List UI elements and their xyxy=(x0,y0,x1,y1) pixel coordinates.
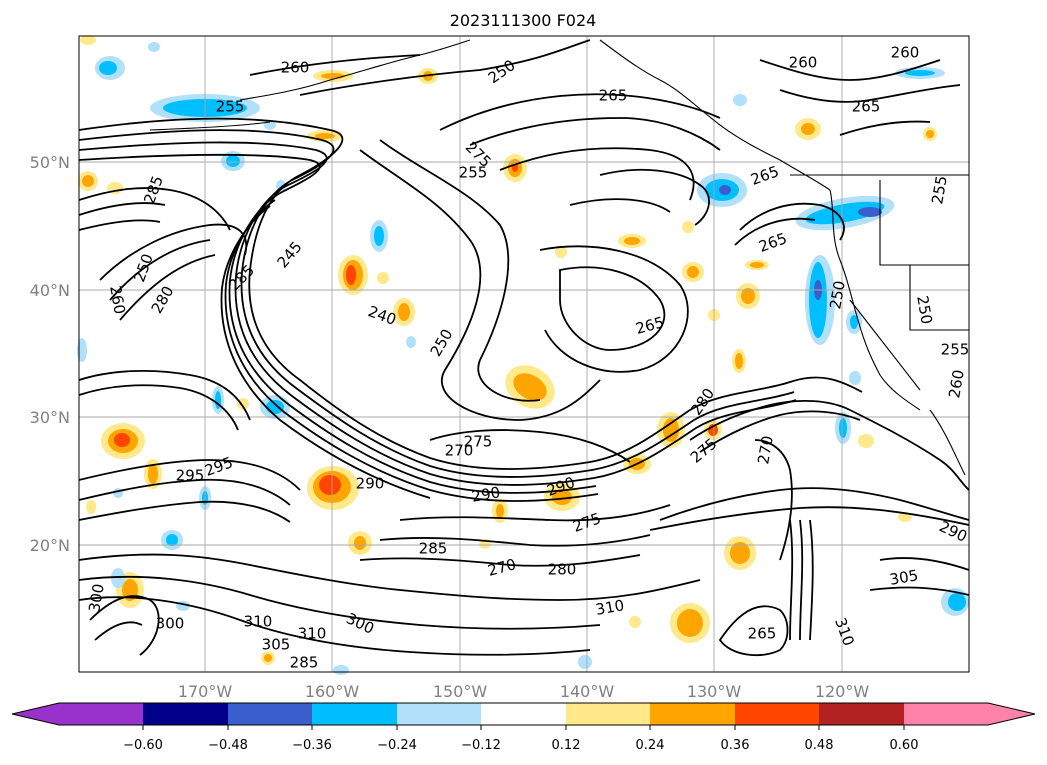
coastlines xyxy=(149,39,969,476)
contour-label: 310 xyxy=(244,613,273,631)
colorbar-bin xyxy=(566,703,651,725)
colorbar-outline xyxy=(11,702,1036,726)
colorbar-bin xyxy=(59,703,144,725)
colorbar-bin xyxy=(650,703,735,725)
colorbar-tick-label: −0.24 xyxy=(377,738,417,753)
latitude-labels: 50°N 40°N 30°N 20°N xyxy=(30,153,70,555)
height-contours xyxy=(78,39,970,657)
colorbar-bin xyxy=(228,703,313,725)
colorbar-bin xyxy=(397,703,482,725)
contour-label: 285 xyxy=(419,540,448,558)
colorbar-bin xyxy=(143,703,228,725)
colorbar-tick-label: 0.60 xyxy=(890,738,919,753)
colorbar: −0.60 −0.48 −0.36 −0.24 −0.12 0.12 0.24 … xyxy=(11,702,1036,753)
contour-label: 270 xyxy=(754,434,777,465)
contour-label: 285 xyxy=(290,654,319,672)
colorbar-tick-label: 0.24 xyxy=(636,738,665,753)
contour-label: 255 xyxy=(216,98,245,116)
contour-label: 265 xyxy=(599,87,628,105)
contour-label: 270 xyxy=(445,442,474,460)
contour-label: 300 xyxy=(85,582,108,613)
contour-label: 310 xyxy=(298,625,327,643)
colorbar-bin xyxy=(819,703,904,725)
colorbar-tick-label: 0.48 xyxy=(805,738,834,753)
contour-label: 255 xyxy=(941,341,970,359)
lon-label: 160°W xyxy=(305,682,360,701)
lat-label: 40°N xyxy=(30,281,70,300)
lon-label: 130°W xyxy=(687,682,742,701)
contour-label: 305 xyxy=(262,636,291,654)
contour-label: 275 xyxy=(464,433,493,451)
contour-label: 295 xyxy=(176,467,205,485)
colorbar-lower-extension xyxy=(12,703,59,725)
colorbar-bin xyxy=(735,703,820,725)
contour-label: 310 xyxy=(594,596,625,619)
longitude-labels: 170°W 160°W 150°W 140°W 130°W 120°W xyxy=(178,682,870,701)
lat-label: 30°N xyxy=(30,408,70,427)
colorbar-tick-label: 0.12 xyxy=(552,738,581,753)
contour-label: 250 xyxy=(913,294,936,325)
lon-label: 120°W xyxy=(815,682,870,701)
contour-label: 290 xyxy=(470,483,501,506)
colorbar-tick-label: 0.36 xyxy=(721,738,750,753)
lon-label: 140°W xyxy=(560,682,615,701)
shaded-fields xyxy=(77,35,969,675)
contour-label: 260 xyxy=(789,54,818,72)
colorbar-tick-label: −0.36 xyxy=(292,738,332,753)
colorbar-bin xyxy=(481,703,566,725)
contour-label: 255 xyxy=(928,174,951,205)
contour-label: 300 xyxy=(156,615,185,633)
graticule xyxy=(79,36,969,672)
contour-label: 260 xyxy=(281,59,310,77)
contour-label: 255 xyxy=(459,164,488,182)
lat-label: 50°N xyxy=(30,153,70,172)
colorbar-tick-label: −0.12 xyxy=(461,738,501,753)
contour-label: 290 xyxy=(356,475,385,493)
colorbar-upper-extension xyxy=(988,703,1035,725)
contour-label: 250 xyxy=(826,279,849,310)
lon-label: 170°W xyxy=(178,682,233,701)
contour-label: 280 xyxy=(548,561,577,579)
contour-label: 260 xyxy=(106,284,129,315)
colorbar-tick-label: −0.48 xyxy=(208,738,248,753)
map-title: 2023111300 F024 xyxy=(450,11,597,30)
colorbar-bin xyxy=(312,703,397,725)
contour-label: 260 xyxy=(891,44,920,62)
colorbar-tick-label: −0.60 xyxy=(123,738,163,753)
colorbar-bin xyxy=(904,703,988,725)
map-background xyxy=(79,36,969,672)
colorbar-tick-marks xyxy=(142,725,905,730)
contour-label: 265 xyxy=(852,98,881,116)
lat-label: 20°N xyxy=(30,536,70,555)
contour-label: 265 xyxy=(748,625,777,643)
map-frame xyxy=(78,35,970,673)
contour-label: 260 xyxy=(945,368,968,399)
lon-label: 150°W xyxy=(433,682,488,701)
contour-label: 305 xyxy=(888,566,919,589)
negative-anomaly-patches xyxy=(77,42,969,675)
